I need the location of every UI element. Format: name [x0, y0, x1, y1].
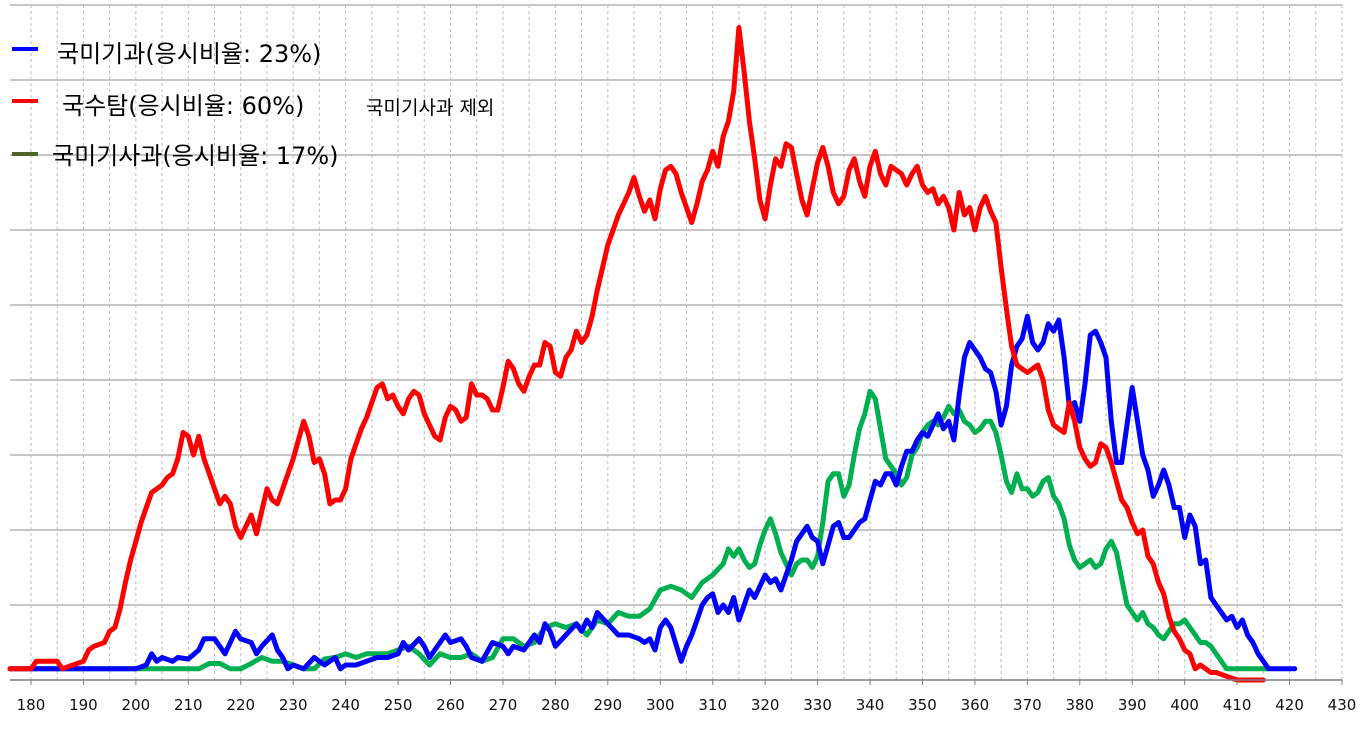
x-axis: 180 190 200 210 220 230 240 250 260 270 280 290 300 3…: [10, 679, 1357, 714]
x-tick-label: 210: [174, 696, 203, 714]
x-tick-label: 420: [1275, 696, 1304, 714]
x-tick-label: 190: [69, 696, 98, 714]
x-tick-label: 180: [17, 696, 46, 714]
x-tick-label: 370: [1013, 696, 1042, 714]
legend-note: 국미기사과 제외: [366, 97, 494, 119]
series-line-1: [7, 25, 1266, 683]
x-tick-label: 400: [1170, 696, 1199, 714]
x-tick-label: 320: [751, 696, 780, 714]
x-tick-label: 430: [1328, 696, 1357, 714]
x-tick-label: 280: [541, 696, 570, 714]
x-tick-label: 220: [226, 696, 255, 714]
legend-label-green: 국미기사과(응시비율: 17%): [52, 142, 339, 170]
legend: 국미기과(응시비율: 23%) 국수탐(응시비율: 60%) 국미기사과 제외 …: [12, 40, 494, 170]
x-tick-label: 250: [384, 696, 413, 714]
x-tick-label: 410: [1223, 696, 1252, 714]
x-tick-label: 390: [1118, 696, 1147, 714]
series-line-2: [7, 388, 1272, 672]
x-tick-label: 340: [856, 696, 885, 714]
gridlines: [10, 4, 1343, 680]
x-tick-label: 300: [646, 696, 675, 714]
legend-label-blue: 국미기과(응시비율: 23%): [57, 40, 321, 68]
series-lines: [7, 25, 1298, 683]
legend-label-red: 국수탐(응시비율: 60%): [62, 92, 304, 120]
x-tick-label: 240: [331, 696, 360, 714]
series-line-0: [7, 313, 1298, 672]
x-tick-label: 380: [1065, 696, 1094, 714]
x-tick-label: 270: [489, 696, 518, 714]
x-tick-label: 200: [122, 696, 151, 714]
x-tick-label: 290: [594, 696, 623, 714]
x-tick-label: 260: [436, 696, 465, 714]
x-tick-label: 230: [279, 696, 308, 714]
x-tick-label: 310: [698, 696, 727, 714]
x-tick-label: 350: [908, 696, 937, 714]
x-tick-label: 330: [803, 696, 832, 714]
x-tick-label: 360: [961, 696, 990, 714]
